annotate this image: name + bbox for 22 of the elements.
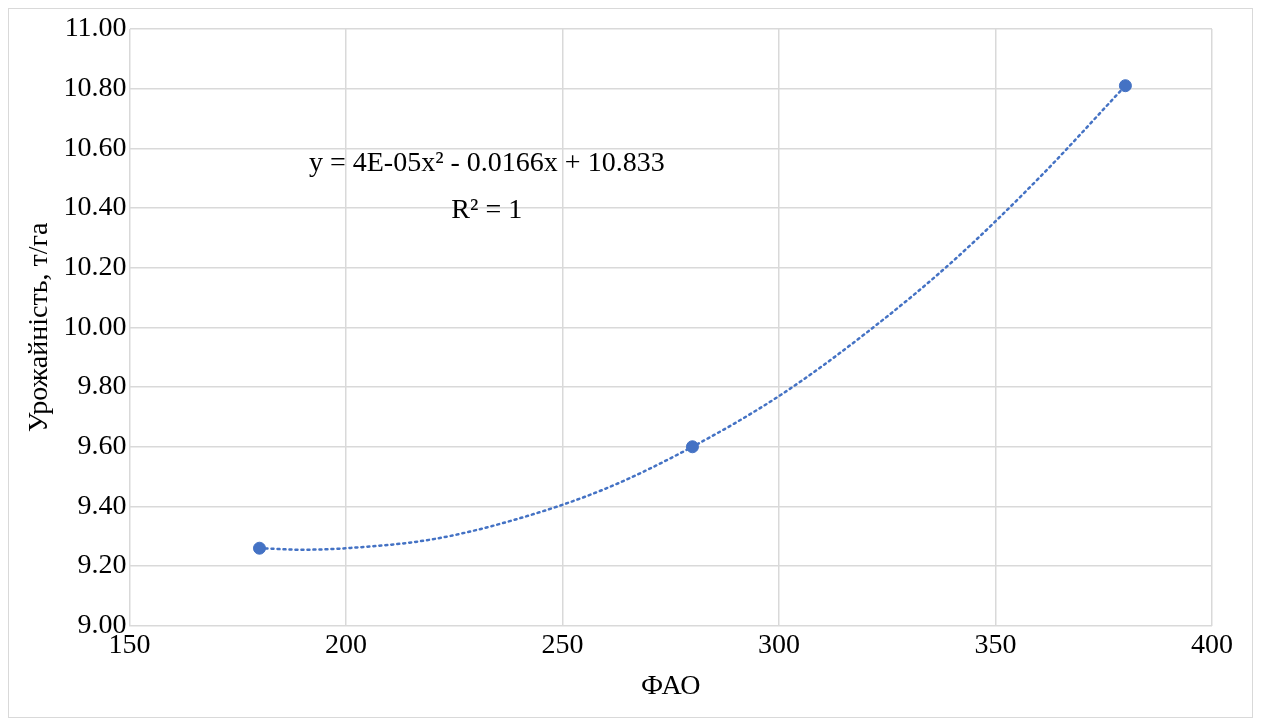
y-tick-label: 10.80 bbox=[63, 71, 127, 103]
y-tick-label: 10.20 bbox=[63, 250, 127, 282]
point bbox=[252, 541, 266, 555]
x-tick-label: 350 bbox=[974, 627, 1017, 659]
y-tick-label: 9.20 bbox=[77, 548, 127, 580]
annotation: R² = 1 bbox=[451, 193, 523, 225]
y-tick-label: 9.40 bbox=[77, 488, 127, 520]
point bbox=[685, 440, 699, 454]
x-tick-label: 300 bbox=[758, 627, 801, 659]
y-tick-label: 9.80 bbox=[77, 369, 127, 401]
y-tick-label: 10.60 bbox=[63, 130, 127, 162]
point bbox=[1118, 79, 1132, 93]
x-tick-label: 250 bbox=[541, 627, 584, 659]
y-tick-label: 10.00 bbox=[63, 309, 127, 341]
x-tick-label: 400 bbox=[1191, 627, 1233, 659]
y-axis-title: Урожайність, т/га bbox=[22, 222, 54, 433]
x-axis-title: ФАО bbox=[641, 668, 701, 700]
x-tick-label: 200 bbox=[325, 627, 368, 659]
y-tick-label: 10.40 bbox=[63, 190, 127, 222]
annotation: y = 4E-05x² - 0.0166x + 10.833 bbox=[308, 146, 665, 178]
y-tick-label: 9.60 bbox=[77, 429, 127, 461]
y-tick-label: 11.00 bbox=[64, 11, 127, 43]
